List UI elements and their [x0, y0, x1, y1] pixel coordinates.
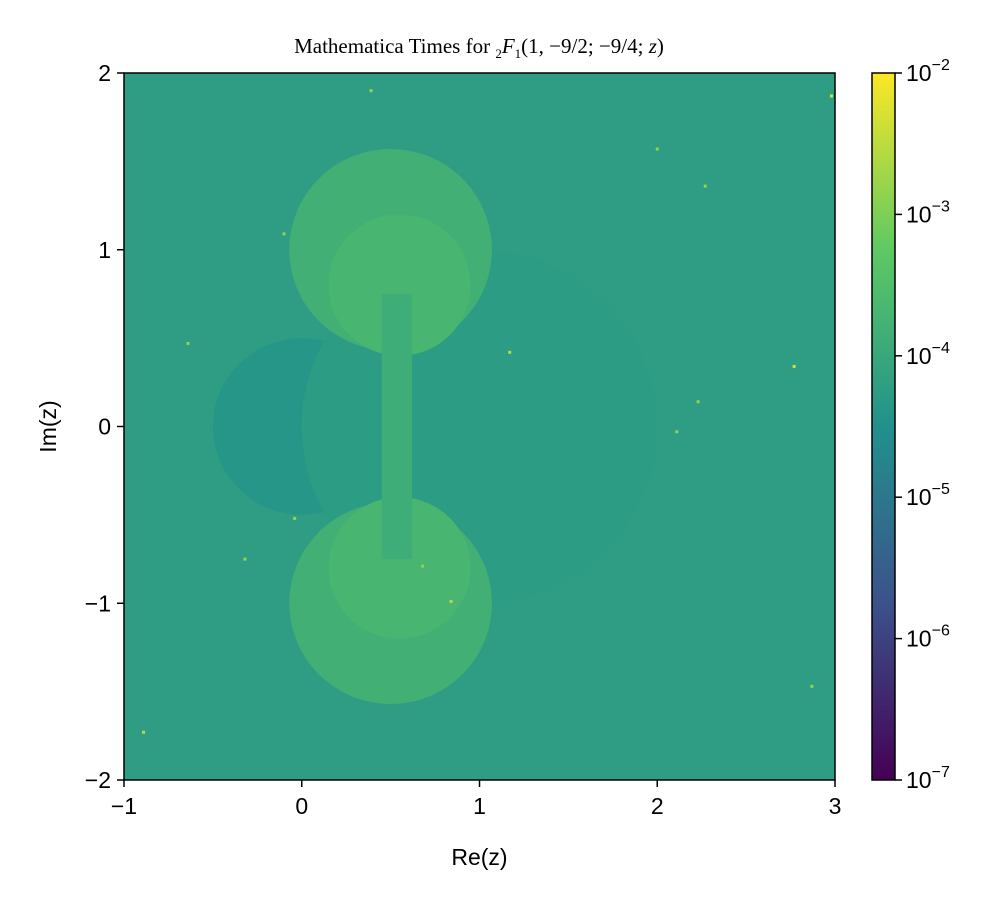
y-tick-label: −2 [85, 767, 111, 793]
outlier-point [810, 684, 814, 688]
y-tick-label: 1 [98, 237, 111, 263]
colorbar-ticks: 10−2 10−3 10−4 10−5 10−6 10−7 [895, 57, 950, 793]
title-func-sub: 1 [515, 46, 522, 61]
region-upper-inner-disk [328, 214, 471, 356]
colorbar-tick-label: 10−4 [906, 340, 950, 369]
outlier-point [243, 557, 247, 561]
y-tick-label: 2 [98, 60, 111, 86]
heatmap-outliers [142, 89, 833, 734]
x-axis: −1 0 1 2 3 [111, 780, 842, 819]
colorbar-frame [871, 72, 896, 781]
colorbar: 10−2 10−3 10−4 10−5 10−6 10−7 [871, 57, 950, 793]
x-tick-label: −1 [111, 793, 137, 819]
region-lower-inner-disk [328, 497, 471, 639]
outlier-point [829, 94, 833, 98]
outlier-point [186, 341, 190, 345]
region-center-strip [381, 293, 412, 560]
colorbar-tick-label: 10−2 [906, 57, 950, 86]
chart-title: Mathematica Times for 2F1(1, −9/2; −9/4;… [294, 34, 664, 61]
colorbar-tick-label: 10−5 [906, 481, 950, 510]
x-tick-label: 0 [295, 793, 308, 819]
title-args: (1, −9/2; −9/4; [521, 34, 649, 58]
title-subscript: 2 [495, 46, 502, 61]
colorbar-tick-label: 10−3 [906, 198, 950, 227]
outlier-point [421, 564, 425, 568]
y-axis-label: Im(z) [35, 400, 61, 452]
x-axis-label: Re(z) [451, 844, 507, 870]
title-close: ) [657, 34, 664, 58]
title-var: z [648, 34, 657, 58]
outlier-point [508, 350, 512, 354]
y-axis: −2 −1 0 1 2 [85, 60, 124, 793]
outlier-point [655, 147, 659, 151]
colorbar-tick-label: 10−7 [906, 764, 950, 793]
colorbar-fill [872, 73, 895, 780]
outlier-point [369, 89, 373, 93]
outlier-point [449, 599, 453, 603]
x-tick-label: 2 [651, 793, 664, 819]
outlier-point [142, 730, 146, 734]
y-tick-label: −1 [85, 590, 111, 616]
outlier-point [792, 364, 796, 368]
outlier-point [293, 516, 297, 520]
title-prefix: Mathematica Times for [294, 34, 495, 58]
outlier-point [675, 430, 679, 434]
colorbar-tick-label: 10−6 [906, 623, 950, 652]
outlier-point [703, 184, 707, 188]
x-tick-label: 1 [473, 793, 486, 819]
title-func: F [501, 34, 515, 58]
heatmap-regions [212, 149, 658, 704]
heatmap [124, 73, 835, 780]
outlier-point [696, 400, 700, 404]
y-tick-label: 0 [98, 414, 111, 440]
outlier-point [282, 232, 286, 236]
x-tick-label: 3 [829, 793, 842, 819]
